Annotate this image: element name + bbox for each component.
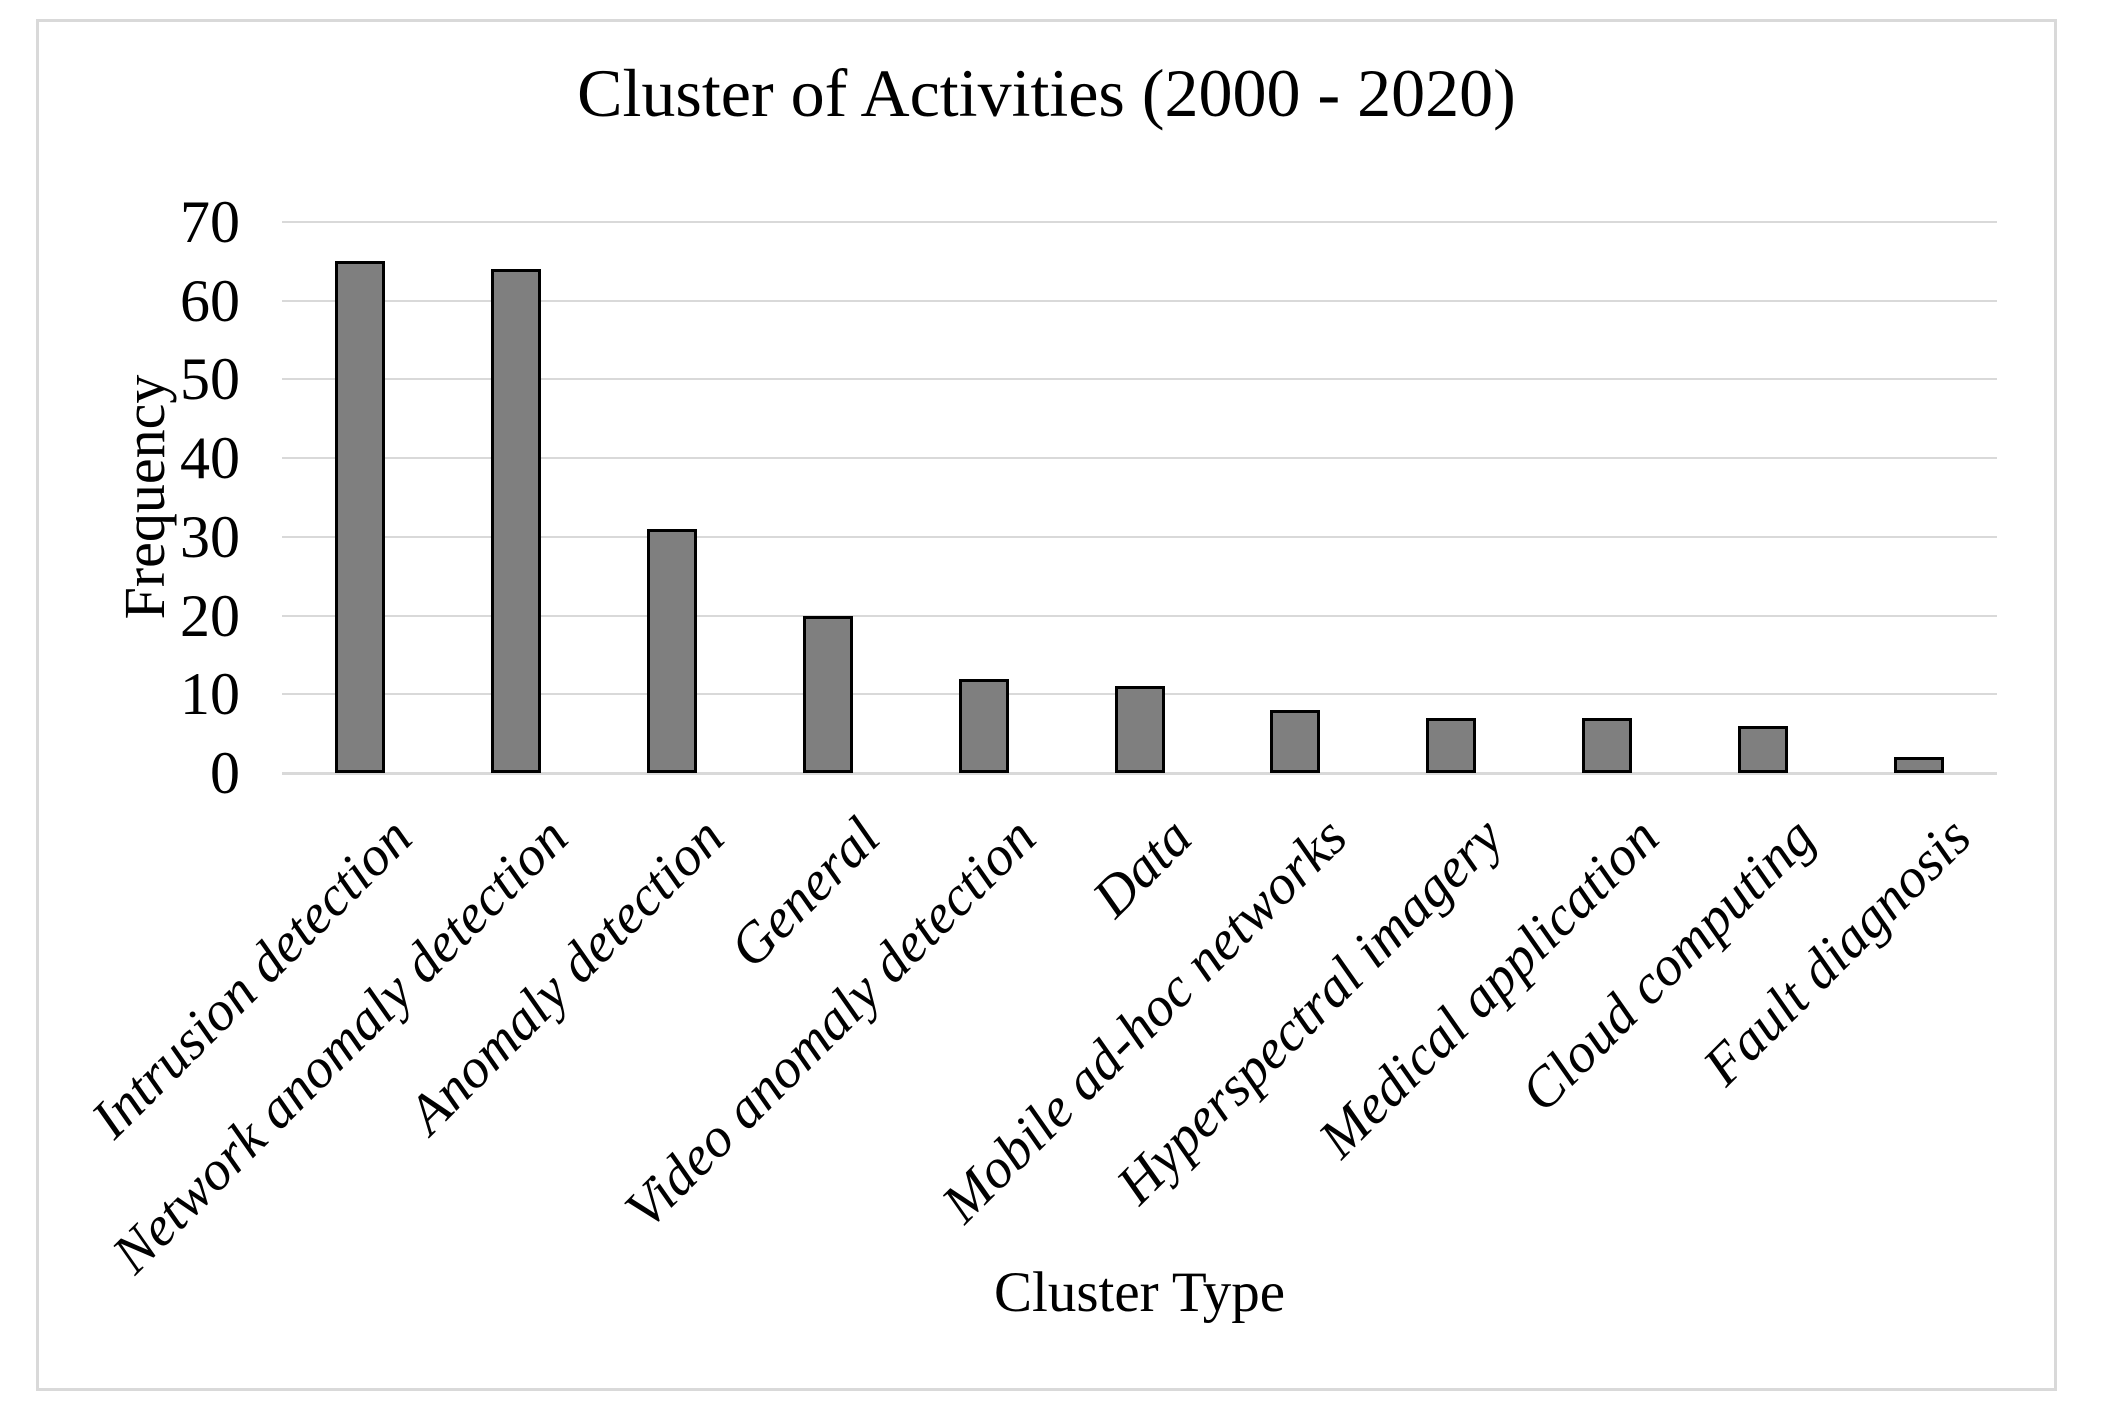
y-tick-label-20: 20 (180, 582, 240, 649)
gridline-40 (282, 457, 1997, 460)
gridline-60 (282, 299, 1997, 302)
y-tick-label-50: 50 (180, 346, 240, 413)
bar-anomaly-detection (646, 528, 697, 773)
bar-intrusion-detection (334, 261, 385, 773)
gridline-0 (282, 772, 1997, 775)
bar-fault-diagnosis (1894, 757, 1945, 773)
gridline-50 (282, 378, 1997, 381)
y-tick-label-10: 10 (180, 661, 240, 728)
bar-general (802, 615, 853, 773)
bar-medical-application (1582, 717, 1633, 773)
bar-data (1114, 686, 1165, 773)
bar-hyperspectral-imagery (1426, 717, 1477, 773)
y-tick-label-40: 40 (180, 425, 240, 492)
bar-cloud-computing (1738, 725, 1789, 773)
y-tick-label-0: 0 (210, 740, 240, 806)
y-tick-label-70: 70 (180, 189, 240, 255)
bar-video-anomaly-detection (958, 678, 1009, 773)
gridline-70 (282, 221, 1997, 223)
gridline-20 (282, 614, 1997, 617)
chart-title: Cluster of Activities (2000 - 2020) (577, 55, 1516, 131)
y-tick-label-60: 60 (180, 267, 240, 334)
y-tick-label-30: 30 (180, 503, 240, 570)
bar-mobile-ad-hoc-networks (1270, 710, 1321, 773)
gridline-30 (282, 535, 1997, 538)
x-axis-title: Cluster Type (993, 1261, 1285, 1324)
bar-network-anomaly-detection (490, 269, 541, 773)
